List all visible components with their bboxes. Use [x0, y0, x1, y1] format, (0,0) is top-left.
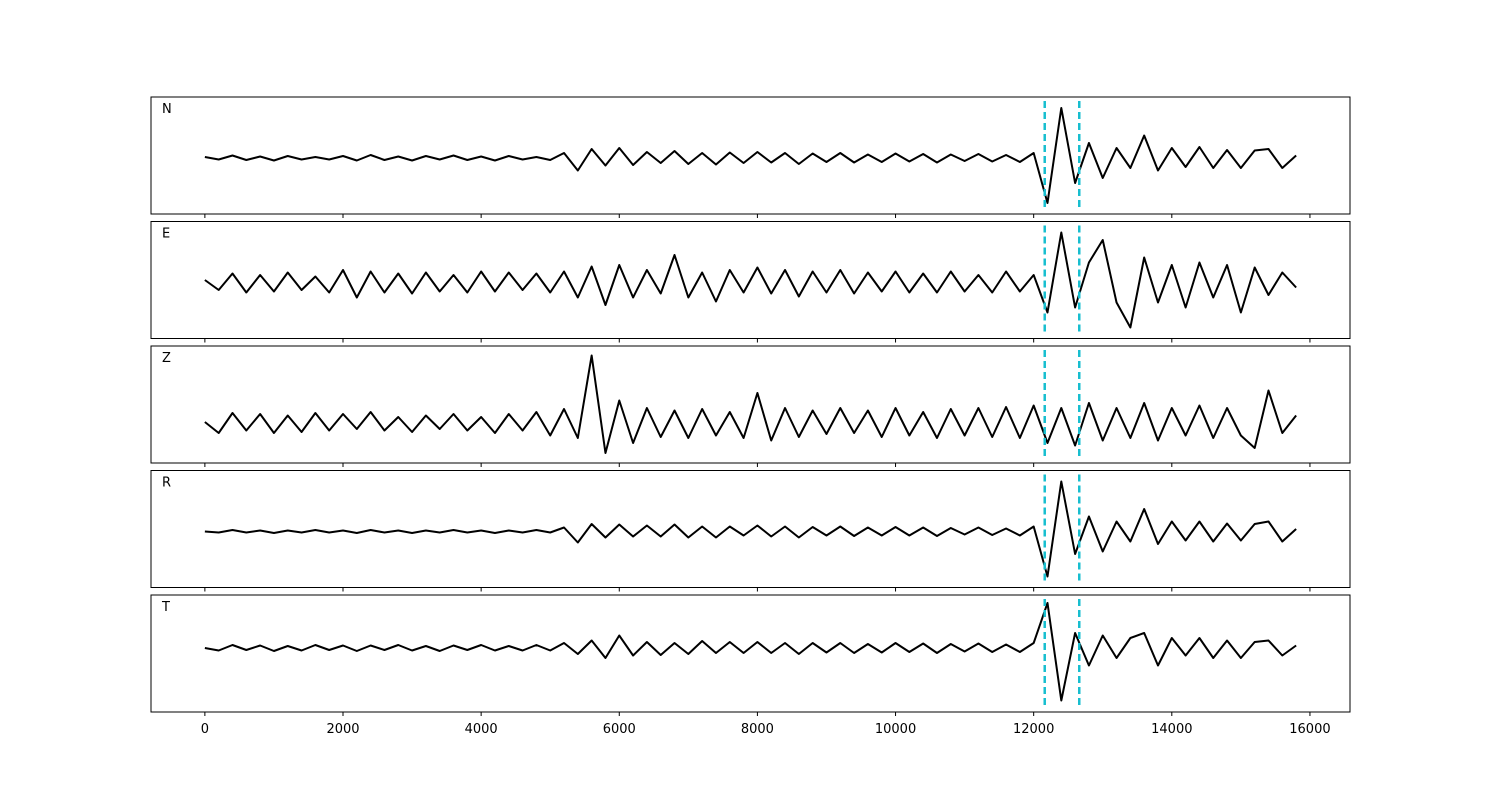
panel-label: Z: [162, 351, 171, 366]
x-tick-label: 0: [201, 722, 209, 737]
panel-frame: [150, 470, 1351, 588]
trace: [204, 480, 1297, 578]
x-tick-label: 6000: [603, 722, 636, 737]
trace: [204, 107, 1297, 204]
panel-label: T: [161, 600, 170, 615]
panel-frame: [150, 96, 1351, 215]
panel-label: N: [162, 102, 172, 117]
trace: [204, 354, 1297, 454]
panel-frame: [150, 594, 1351, 713]
panel-frame: [150, 221, 1351, 339]
x-tick-label: 8000: [741, 722, 774, 737]
x-tick-label: 2000: [326, 722, 359, 737]
x-tick-label: 12000: [1013, 722, 1054, 737]
panel-label: R: [162, 476, 171, 491]
x-tick-label: 16000: [1289, 722, 1330, 737]
panel-label: E: [162, 227, 170, 242]
x-tick-label: 4000: [465, 722, 498, 737]
trace: [204, 602, 1297, 702]
trace: [204, 231, 1297, 329]
x-tick-label: 10000: [875, 722, 916, 737]
panel-frame: [150, 345, 1351, 464]
x-tick-label: 14000: [1151, 722, 1192, 737]
